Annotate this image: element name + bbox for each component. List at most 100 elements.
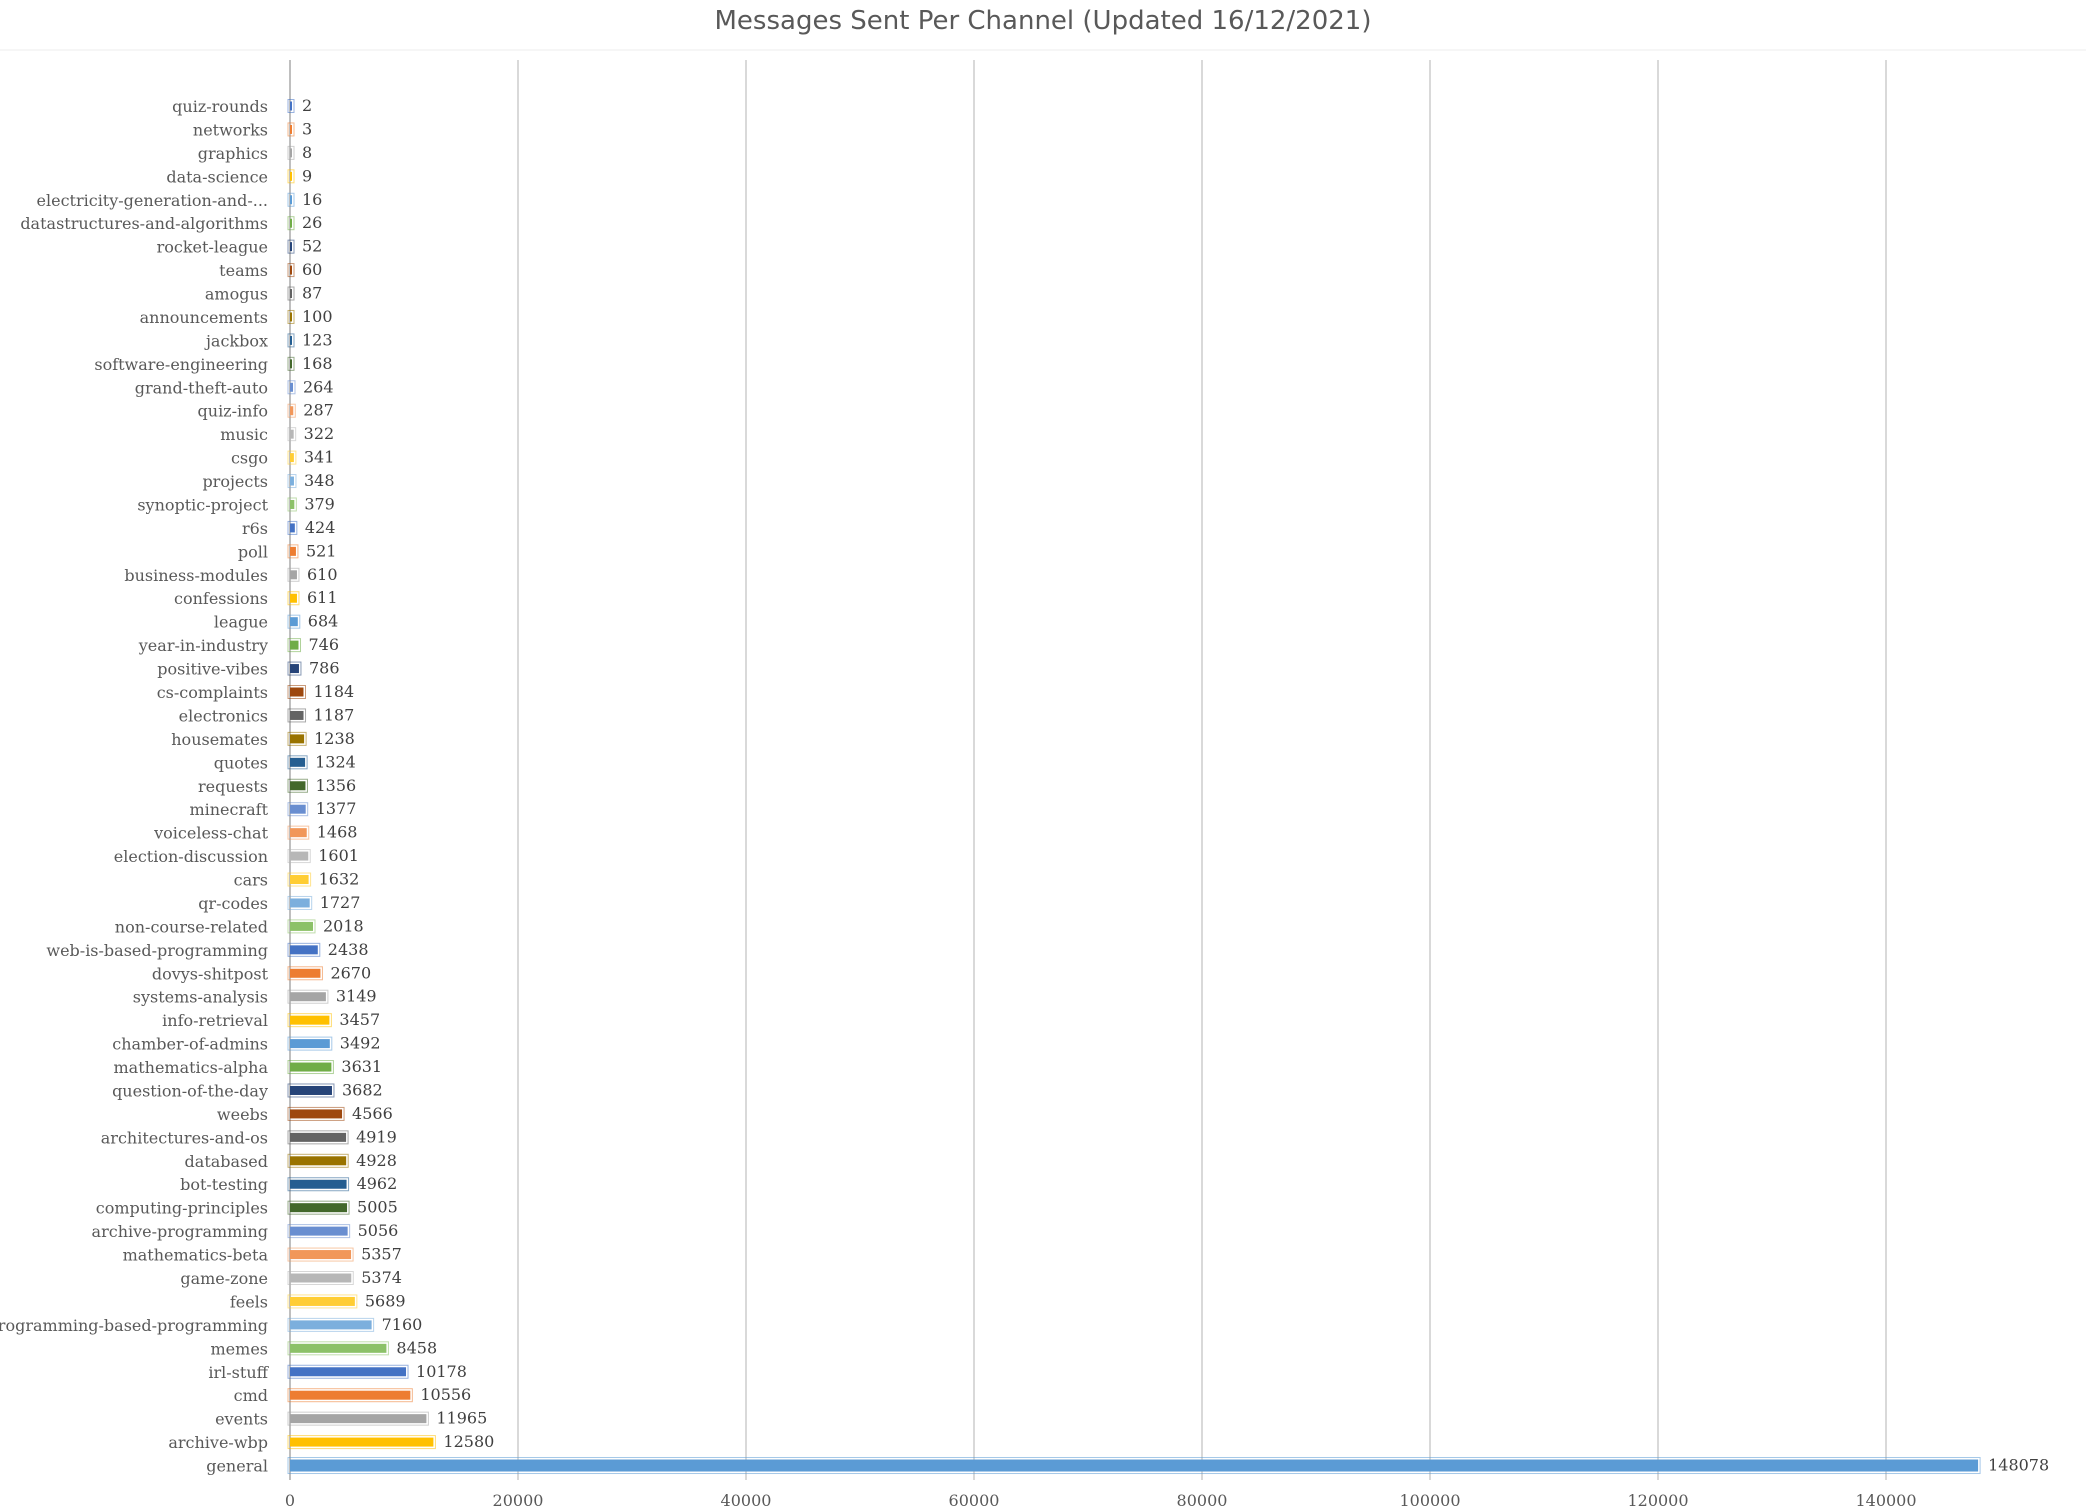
category-label: housemates	[171, 730, 268, 749]
bar-outline	[287, 520, 298, 535]
bar	[290, 1459, 1979, 1472]
category-label: election-discussion	[114, 847, 268, 866]
category-label: dovys-shitpost	[152, 964, 269, 983]
x-tick-label: 0	[285, 1491, 295, 1510]
data-label: 11965	[436, 1409, 487, 1428]
data-label: 3149	[336, 987, 377, 1006]
bar-outline	[287, 1200, 350, 1215]
bar-outline	[287, 638, 302, 653]
bar	[290, 453, 294, 463]
bar	[290, 1109, 343, 1119]
data-label: 4928	[356, 1151, 397, 1170]
data-label: 341	[304, 448, 335, 467]
x-tick-label: 140000	[1855, 1491, 1916, 1510]
category-label: data-science	[166, 167, 268, 186]
data-label: 1356	[315, 776, 356, 795]
category-label: csgo	[231, 449, 268, 468]
data-label: 26	[302, 213, 322, 232]
bar	[290, 265, 292, 275]
bar	[290, 734, 305, 744]
data-label: 8	[302, 143, 312, 162]
category-label: quiz-info	[198, 402, 268, 421]
bar-outline	[287, 825, 310, 840]
bar-outline	[287, 1247, 354, 1262]
data-label: 2670	[330, 963, 371, 982]
bar-outline	[287, 1083, 335, 1098]
category-label: game-zone	[180, 1269, 268, 1288]
category-label: electronics	[179, 706, 268, 725]
data-label: 87	[302, 284, 322, 303]
data-label: 8458	[396, 1338, 437, 1357]
category-label: qr-codes	[198, 894, 268, 913]
bar	[290, 1367, 407, 1377]
category-label: amogus	[205, 285, 268, 304]
bar-outline	[287, 474, 297, 489]
bar-outline	[287, 497, 297, 512]
category-label: programming-based-programming	[0, 1316, 268, 1335]
data-label: 264	[303, 377, 334, 396]
x-axis: 0 20000 40000 60000 80000 100000 120000 140000	[285, 1491, 1917, 1510]
data-label: 1727	[320, 893, 361, 912]
category-label: requests	[198, 777, 268, 796]
category-label: datastructures-and-algorithms	[20, 214, 268, 233]
x-tick-label: 60000	[949, 1491, 1000, 1510]
data-label: 123	[302, 330, 333, 349]
bar-outline	[287, 99, 295, 113]
bar-outline	[287, 1013, 332, 1028]
bar-outline	[287, 1388, 413, 1403]
bar-outline	[287, 544, 299, 559]
data-label: 3631	[341, 1057, 382, 1076]
category-label: archive-programming	[92, 1222, 268, 1241]
category-label: events	[215, 1410, 268, 1429]
bar	[290, 828, 307, 838]
bar-outline	[287, 239, 295, 254]
data-label: 3457	[339, 1010, 380, 1029]
category-label: announcements	[140, 308, 268, 327]
category-label: question-of-the-day	[112, 1081, 268, 1100]
category-label: weebs	[217, 1105, 268, 1124]
bar-outline	[287, 1153, 349, 1168]
category-label: chamber-of-admins	[112, 1035, 268, 1054]
bar	[290, 359, 292, 369]
bar	[290, 124, 292, 134]
x-tick-label: 20000	[493, 1491, 544, 1510]
bar	[290, 523, 295, 533]
bar	[290, 1156, 347, 1166]
bar-outline	[287, 942, 321, 957]
data-label: 5005	[357, 1198, 398, 1217]
bar	[290, 195, 292, 205]
bar	[290, 992, 326, 1002]
category-label: systems-analysis	[133, 988, 268, 1007]
bar-outline	[287, 731, 307, 746]
bar	[290, 335, 292, 345]
bar-outline	[287, 263, 295, 278]
category-label: feels	[230, 1292, 268, 1311]
data-label: 1184	[313, 682, 354, 701]
data-label: 424	[305, 518, 336, 537]
category-label: league	[214, 613, 268, 632]
data-label: 1324	[315, 752, 356, 771]
chart-title: Messages Sent Per Channel (Updated 16/12…	[714, 6, 1372, 36]
data-label: 5689	[365, 1291, 406, 1310]
bar	[290, 1062, 332, 1072]
bar-outline	[287, 591, 300, 606]
bar	[290, 101, 292, 111]
data-label: 60	[302, 260, 322, 279]
bar	[290, 429, 294, 439]
bar-outline	[287, 333, 295, 348]
bar-outline	[287, 122, 295, 137]
data-label: 3492	[340, 1034, 381, 1053]
bar-outline	[287, 708, 307, 723]
data-label: 786	[309, 659, 340, 678]
bar	[290, 781, 306, 791]
bar	[290, 1085, 332, 1095]
bar-outline	[287, 614, 301, 629]
bar-outline	[287, 450, 297, 465]
category-label: minecraft	[189, 800, 268, 819]
data-label: 7160	[382, 1315, 423, 1334]
category-label: networks	[193, 120, 268, 139]
data-label: 10556	[420, 1385, 471, 1404]
data-label: 746	[309, 635, 340, 654]
category-label: general	[206, 1457, 268, 1476]
